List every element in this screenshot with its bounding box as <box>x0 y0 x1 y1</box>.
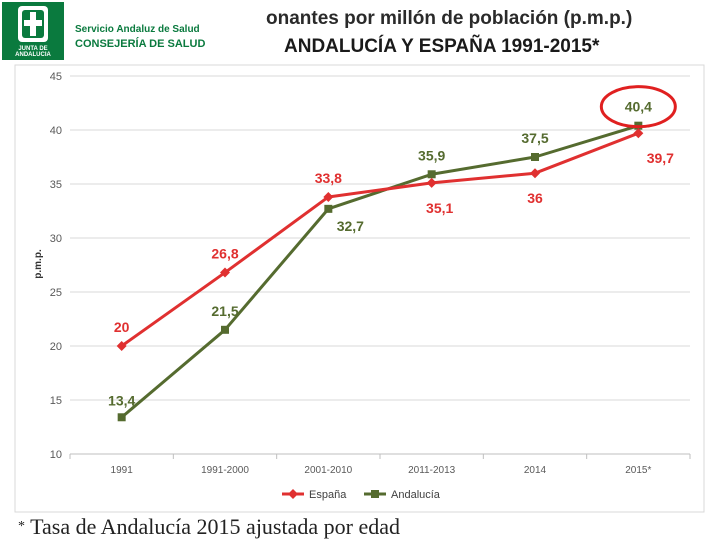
x-axis: 1991 1991-2000 2001-2010 2011-2013 2014 2015* <box>69 453 691 476</box>
point-españa-2011-2013 <box>426 177 437 188</box>
x-tick-label-2011-2013: 2011-2013 <box>408 465 456 476</box>
chart-frame <box>14 64 705 513</box>
x-tick-label-2014: 2014 <box>524 465 547 476</box>
footnote: * Tasa de Andalucía 2015 ajustada por ed… <box>18 514 400 540</box>
legend-label-españa: España <box>309 489 347 501</box>
point-españa-2001-2010 <box>323 191 334 202</box>
legend-marker-andalucía <box>371 490 379 498</box>
data-label-andalucía-2011-2013: 35,9 <box>418 147 445 163</box>
data-label-andalucía-1991-2000: 21,5 <box>211 303 238 319</box>
footnote-text: Tasa de Andalucía 2015 ajustada por edad <box>30 514 400 539</box>
slide-title-line2: ANDALUCÍA Y ESPAÑA 1991-2015* <box>284 36 600 57</box>
series-line-españa <box>120 131 639 348</box>
brand-ministry-name: CONSEJERÍA DE SALUD <box>75 38 206 50</box>
data-label-españa-1991: 20 <box>114 319 130 335</box>
data-label-andalucía-1991: 13,4 <box>108 392 135 408</box>
point-andalucía-2011-2013 <box>427 170 436 179</box>
y-tick-label-10: 10 <box>50 449 62 461</box>
series-line-andalucía <box>120 124 639 419</box>
x-tick-label-2001-2010: 2001-2010 <box>304 465 352 476</box>
data-label-españa-2014: 36 <box>527 190 543 206</box>
point-andalucía-1991 <box>117 413 126 422</box>
chart-legend: España Andalucía <box>282 489 441 501</box>
y-tick-label-25: 25 <box>50 287 62 299</box>
legend-marker-españa <box>288 489 298 499</box>
slide-title-line1: onantes por millón de población (p.m.p.) <box>266 8 633 29</box>
chart-annotation <box>599 85 677 129</box>
data-label-españa-1991-2000: 26,8 <box>211 246 238 262</box>
data-label-andalucía-2001-2010: 32,7 <box>337 218 364 234</box>
y-tick-label-15: 15 <box>50 395 62 407</box>
point-españa-1991-2000 <box>220 267 230 278</box>
junta-andalucia-logo: JUNTA DE ANDALUCIA <box>2 2 64 60</box>
point-españa-2014 <box>530 168 540 179</box>
y-tick-label-30: 30 <box>50 233 62 245</box>
y-tick-label-45: 45 <box>50 71 62 83</box>
y-tick-label-20: 20 <box>50 341 62 353</box>
y-axis-title: p.m.p. <box>33 249 44 279</box>
point-andalucía-2014 <box>531 153 539 161</box>
data-label-andalucía-2015*: 40,4 <box>625 99 652 115</box>
brand-service-name: Servicio Andaluz de Salud <box>75 24 200 35</box>
highlight-ellipse <box>599 85 677 129</box>
point-españa-1991 <box>116 341 127 351</box>
line-chart: 10 15 20 25 30 35 40 45 1991 1991-2000 2001-2010 2… <box>14 64 705 513</box>
data-label-andalucía-2014: 37,5 <box>521 130 548 146</box>
data-label-españa-2011-2013: 35,1 <box>426 200 453 216</box>
x-tick-label-1991: 1991 <box>111 465 134 476</box>
data-label-españa-2001-2010: 33,8 <box>315 170 342 186</box>
footnote-asterisk: * <box>18 519 25 534</box>
x-tick-label-1991-2000: 1991-2000 <box>201 465 249 476</box>
y-axis: 10 15 20 25 30 35 40 45 <box>50 71 62 461</box>
point-andalucía-2001-2010 <box>324 204 333 213</box>
legend-label-andalucía: Andalucía <box>391 489 441 501</box>
data-label-españa-2015*: 39,7 <box>647 150 674 166</box>
point-andalucía-1991-2000 <box>221 325 229 334</box>
y-tick-label-40: 40 <box>50 125 62 137</box>
x-tick-label-2015*: 2015* <box>625 465 651 476</box>
y-tick-label-35: 35 <box>50 179 62 191</box>
header: JUNTA DE ANDALUCIA Servicio Andaluz de S… <box>0 0 720 68</box>
point-españa-2015* <box>633 128 644 139</box>
